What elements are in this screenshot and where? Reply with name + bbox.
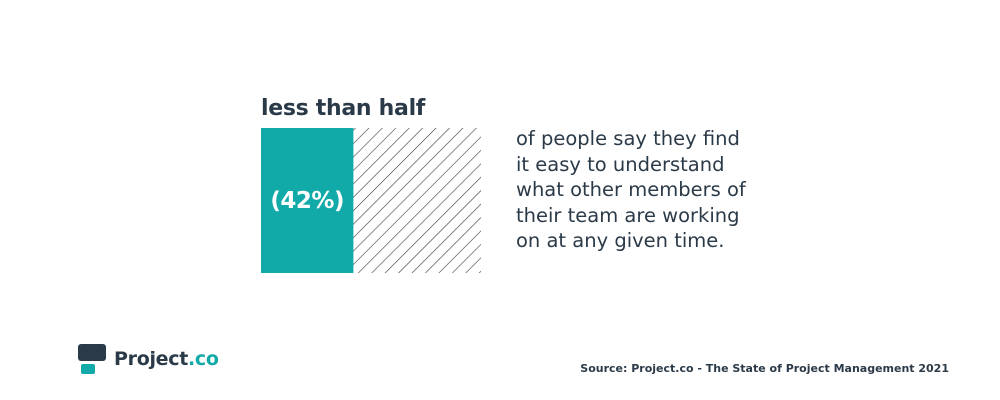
description-line: what other members of — [516, 178, 746, 201]
brand-name: Project.co — [114, 348, 219, 370]
brand-name-accent: .co — [188, 348, 219, 370]
bar-fill-value — [261, 128, 354, 273]
description-line: on at any given time. — [516, 229, 725, 252]
description-line: their team are working — [516, 203, 740, 227]
source-note: Source: Project.co - The State of Projec… — [580, 362, 949, 375]
chart-title: less than half — [261, 96, 426, 121]
description-line: it easy to understand — [516, 152, 725, 176]
brand-logo: Project.co — [78, 344, 219, 374]
proportion-bar-svg — [261, 128, 481, 273]
description-line: of people say they find — [516, 127, 740, 150]
description: of people say they find it easy to unders… — [516, 126, 776, 254]
proportion-bar — [261, 128, 481, 273]
brand-name-main: Project — [114, 348, 188, 370]
project-co-logo-icon — [78, 344, 106, 374]
value-label: (42%) — [270, 187, 344, 214]
